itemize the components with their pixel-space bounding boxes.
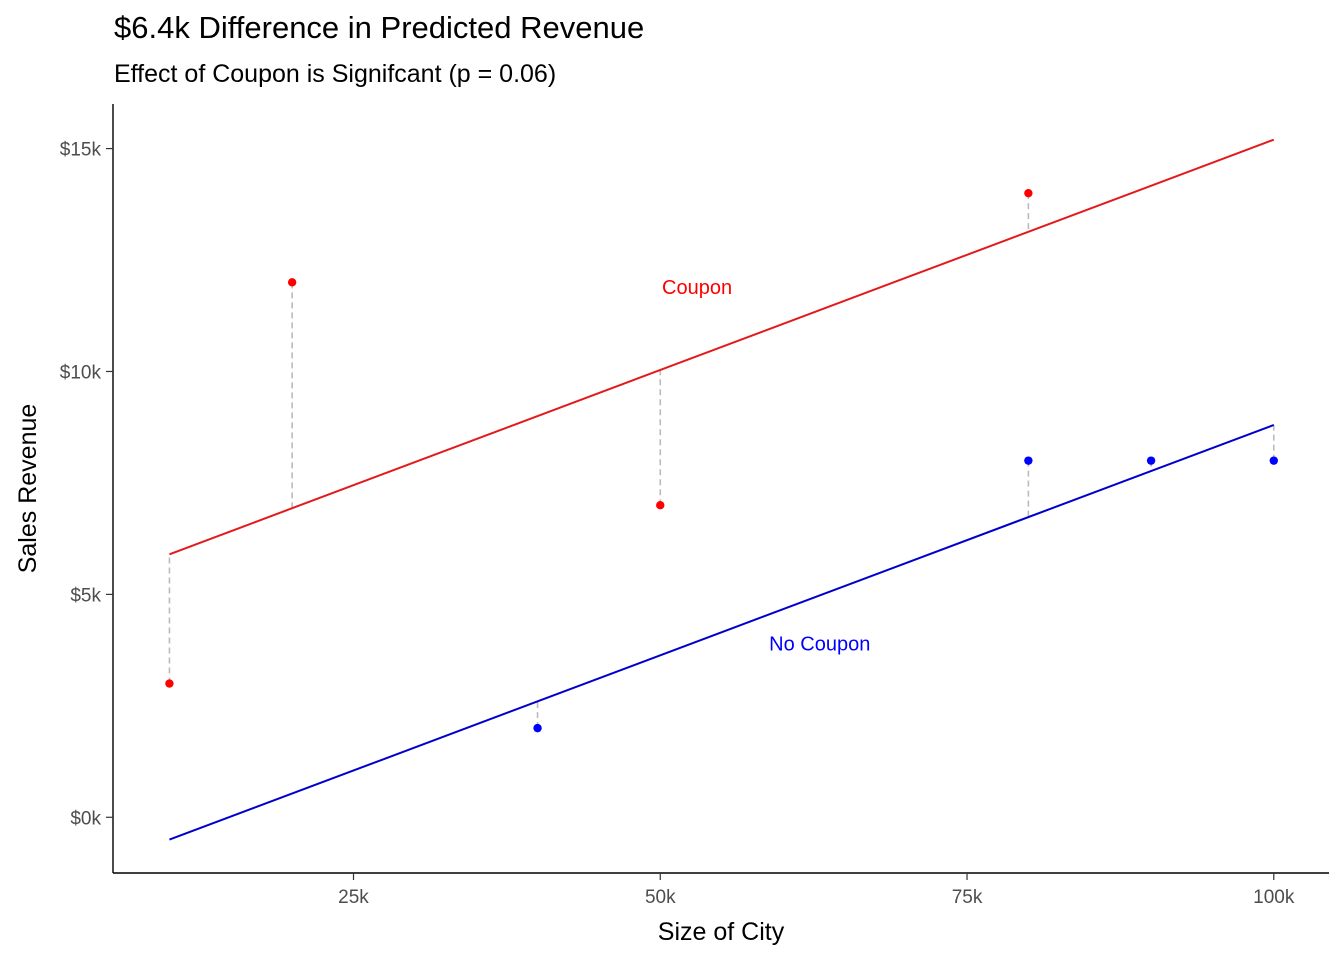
x-axis-title: Size of City xyxy=(658,918,785,946)
y-tick-label: $15k xyxy=(60,140,102,161)
data-point xyxy=(1024,456,1033,465)
x-tick-label: 100k xyxy=(1253,887,1295,908)
y-tick-label: $0k xyxy=(70,808,101,829)
data-point xyxy=(656,501,665,510)
y-tick-label: $10k xyxy=(60,362,102,383)
fit-lines xyxy=(169,138,1275,841)
series-label: Coupon xyxy=(662,277,732,299)
axes: 25k 50k 75k 100k $0k $5k $10k $15k xyxy=(60,104,1329,908)
data-point xyxy=(1024,188,1033,198)
residual-lines xyxy=(168,193,1275,729)
y-axis-title: Sales Revenue xyxy=(14,404,42,574)
chart-subtitle: Effect of Coupon is Signifcant (p = 0.06… xyxy=(114,60,557,88)
x-tick-label: 50k xyxy=(645,887,676,908)
fit-line-coupon xyxy=(169,138,1275,556)
data-point xyxy=(287,278,297,287)
data-points xyxy=(165,188,1278,733)
series-labels: Coupon No Coupon xyxy=(662,277,870,656)
x-tick-label: 75k xyxy=(952,887,983,908)
data-point xyxy=(533,723,542,733)
series-label: No Coupon xyxy=(769,633,870,655)
fit-line-no-coupon xyxy=(169,424,1275,841)
data-point xyxy=(1146,456,1156,465)
data-point xyxy=(1269,456,1278,465)
y-tick-label: $5k xyxy=(70,585,101,606)
data-point xyxy=(165,679,174,688)
x-tick-label: 25k xyxy=(338,887,369,908)
chart-title: $6.4k Difference in Predicted Revenue xyxy=(114,10,645,45)
